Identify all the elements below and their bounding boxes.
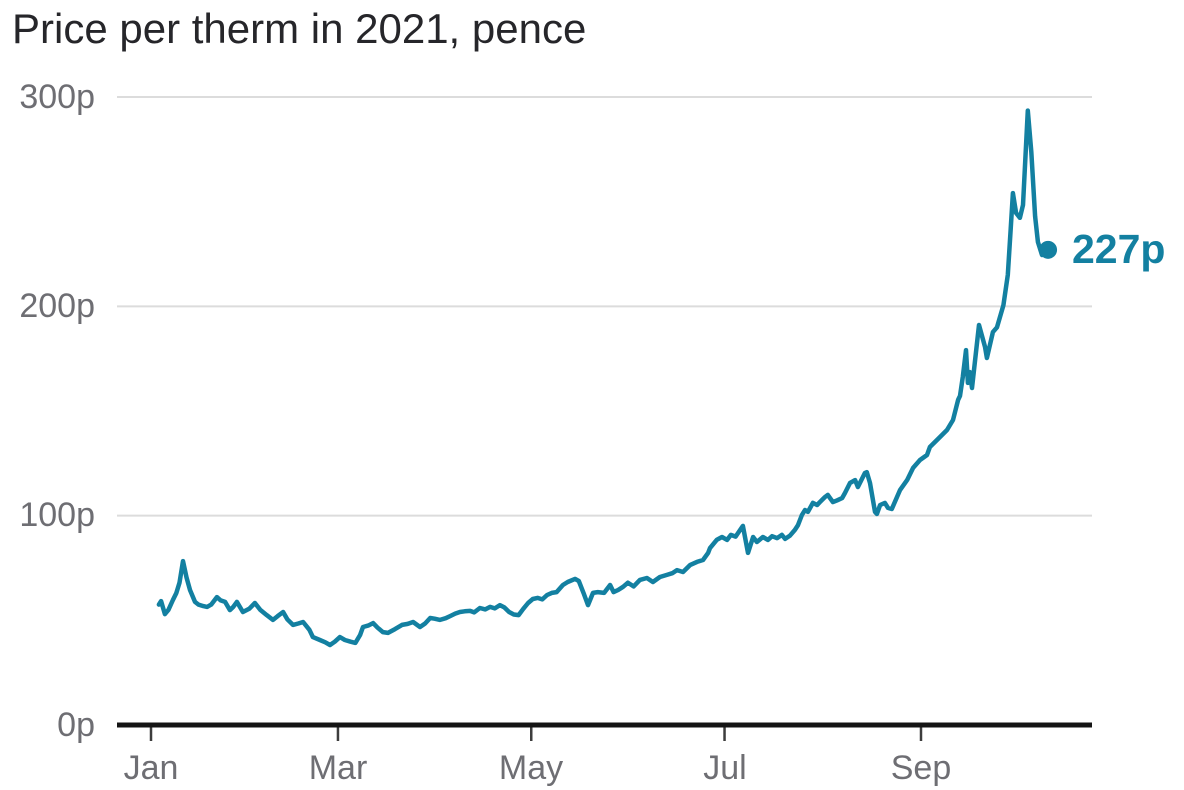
x-tick-label-sep: Sep xyxy=(890,749,952,787)
x-tick-label-may: May xyxy=(498,749,564,787)
x-tick-label-mar: Mar xyxy=(308,749,368,787)
x-tick-label-jan: Jan xyxy=(123,749,179,787)
y-tick-label-0p: 0p xyxy=(57,706,95,744)
y-tick-label-200p: 200p xyxy=(19,287,95,325)
chart-title: Price per therm in 2021, pence xyxy=(12,5,587,52)
x-tick-label-jul: Jul xyxy=(703,749,747,787)
y-tick-label-100p: 100p xyxy=(19,496,95,534)
latest-price-annotation: 227p xyxy=(1072,226,1166,272)
y-tick-label-300p: 300p xyxy=(19,78,95,116)
